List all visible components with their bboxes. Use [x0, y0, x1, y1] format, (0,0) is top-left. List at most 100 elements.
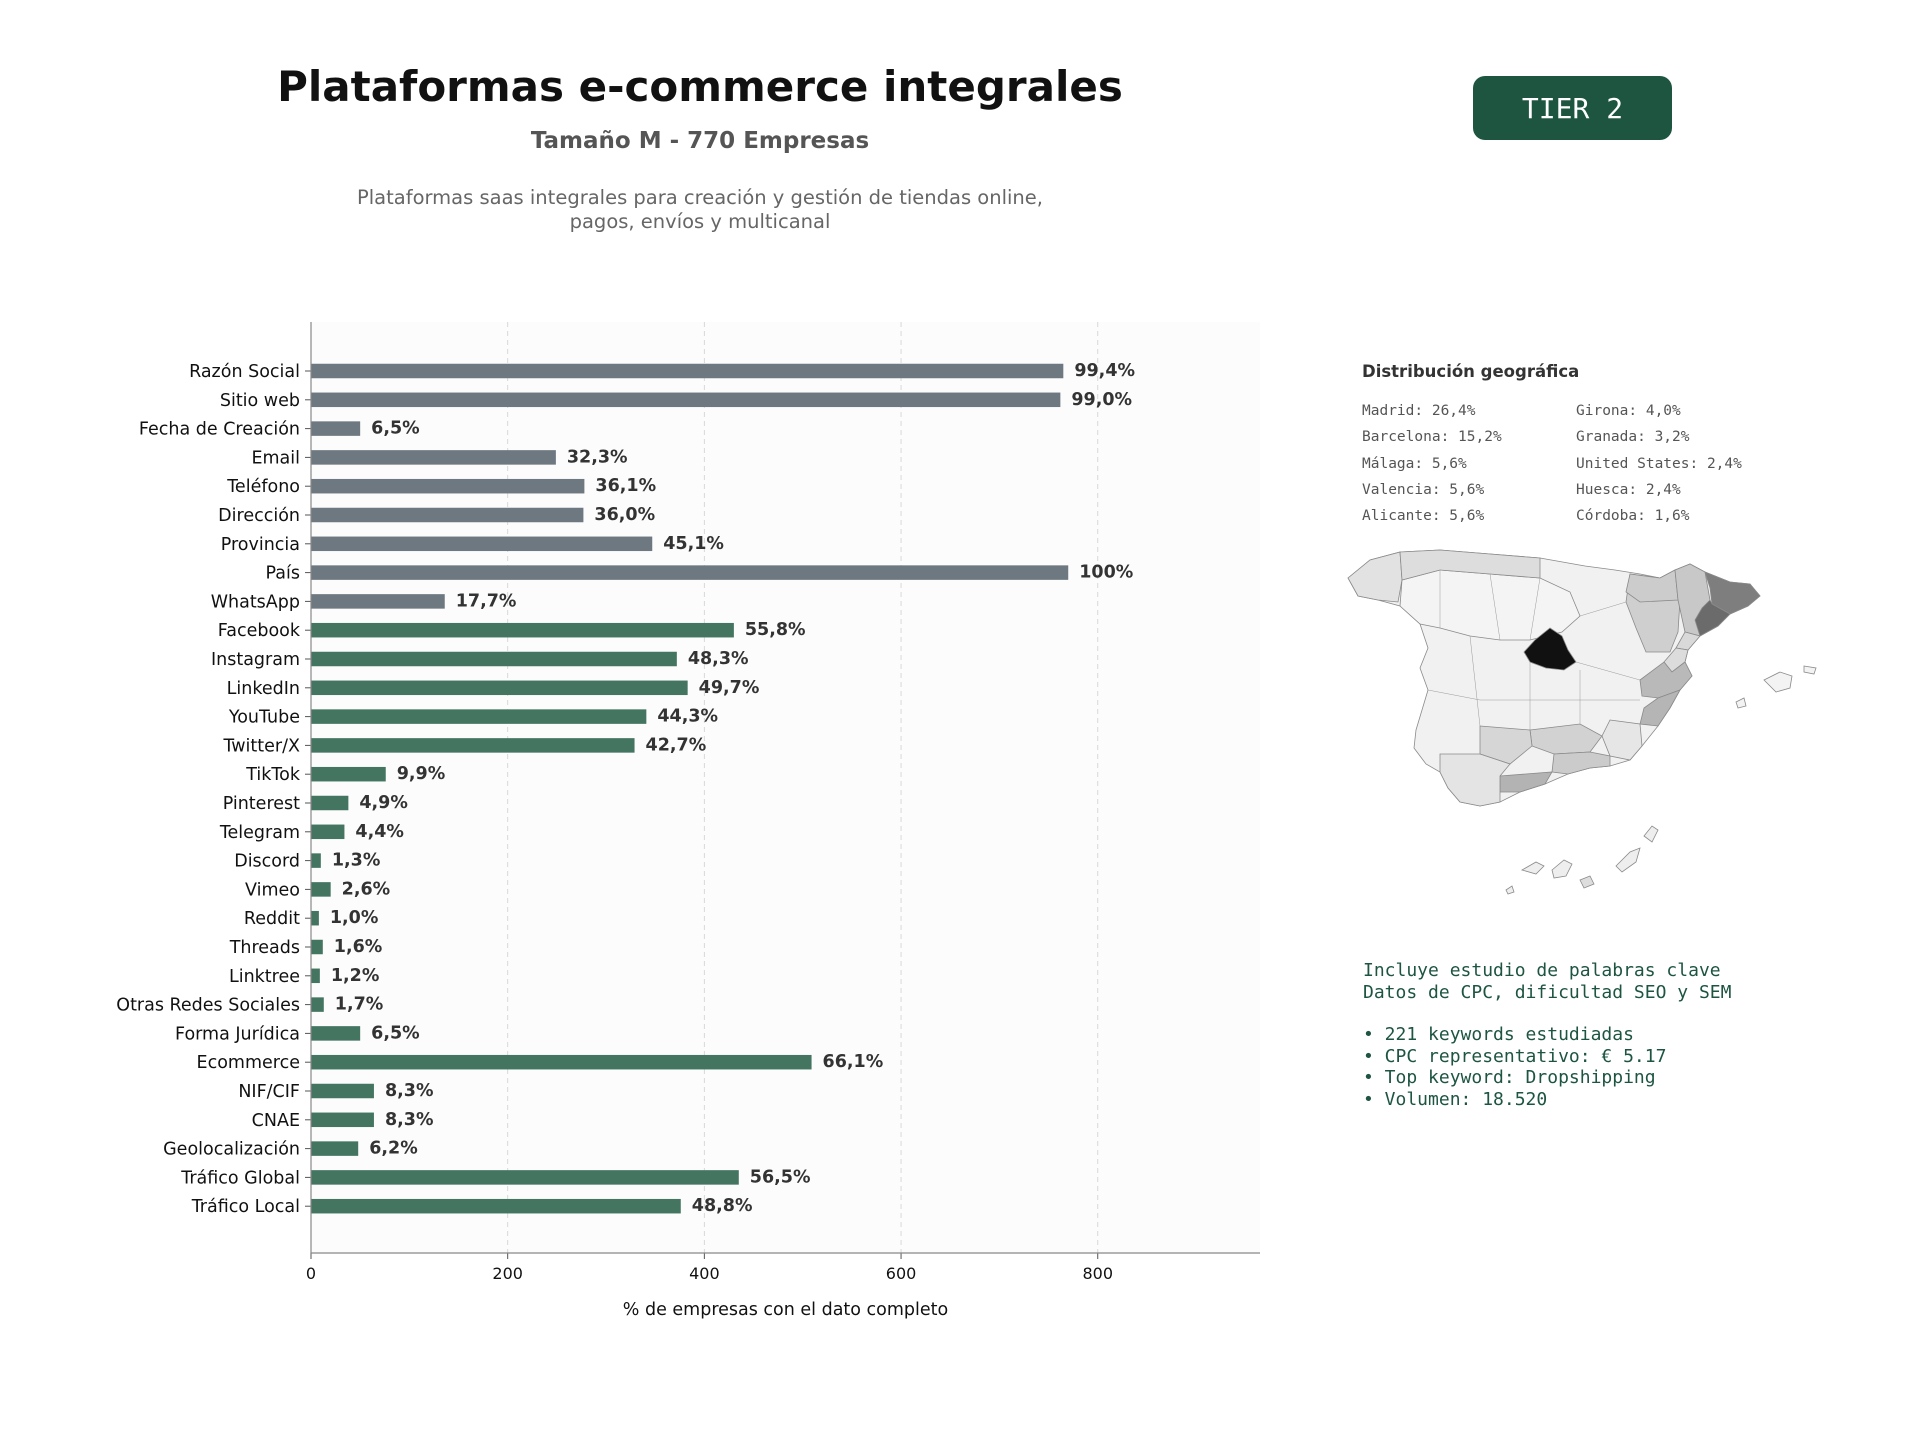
y-tick-label: Email [251, 448, 300, 468]
data-label: 17,7% [456, 591, 517, 611]
map-canarias-4 [1615, 847, 1641, 873]
bar [311, 968, 320, 984]
keyword-bullet-1: • 221 keywords estudiadas [1363, 1024, 1634, 1045]
map-madrid [1523, 627, 1577, 671]
bar [311, 507, 584, 523]
bar [311, 1198, 681, 1214]
map-canarias-6 [1505, 885, 1515, 895]
bar [311, 622, 734, 638]
data-label: 99,0% [1071, 390, 1132, 410]
data-label: 32,3% [567, 447, 628, 467]
y-tick-label: Tráfico Global [180, 1168, 300, 1188]
bar [311, 478, 585, 494]
bar [311, 651, 677, 667]
y-tick-label: YouTube [228, 708, 300, 728]
map-malaga [1499, 771, 1553, 793]
y-tick-label: Vimeo [245, 880, 300, 900]
map-canarias-1 [1520, 861, 1545, 875]
bar [311, 363, 1064, 379]
data-label: 55,8% [745, 620, 806, 640]
data-label: 9,9% [397, 764, 446, 784]
page-description: Plataformas saas integrales para creació… [0, 186, 1400, 234]
bar [311, 709, 647, 724]
bar [311, 766, 386, 782]
description-line-1: Plataformas saas integrales para creació… [356, 186, 1043, 209]
map-baleares-menorca [1803, 665, 1817, 675]
bar [311, 882, 331, 897]
geo-item: Madrid: 26,4% [1362, 403, 1476, 419]
data-label: 44,3% [657, 707, 718, 727]
y-tick-label: LinkedIn [227, 679, 300, 699]
keyword-bullet-4: • Volumen: 18.520 [1363, 1088, 1548, 1110]
map-valencia [1639, 661, 1693, 699]
y-tick-label: Reddit [244, 909, 300, 929]
bar [311, 392, 1061, 408]
map-sevilla-huelva [1439, 753, 1511, 807]
geo-list-column-2: Girona: 4,0% Granada: 3,2% United States: … [1576, 398, 1742, 529]
keyword-bullet-2: • CPC representativo: € 5.17 [1363, 1045, 1667, 1067]
y-tick-label: Otras Redes Sociales [116, 996, 300, 1016]
data-label: 48,3% [688, 649, 749, 669]
keyword-line-2: Datos de CPC, dificultad SEO y SEM [1363, 981, 1732, 1003]
y-tick-label: Threads [229, 938, 300, 958]
map-girona [1704, 571, 1761, 615]
data-label: 99,4% [1074, 361, 1135, 381]
y-tick-label: Geolocalización [163, 1140, 300, 1160]
map-barcelona [1694, 599, 1731, 637]
tier-badge: TIER 2 [1473, 76, 1672, 140]
geo-item: Alicante: 5,6% [1362, 508, 1485, 525]
bar [311, 680, 688, 696]
y-tick-label: Facebook [218, 621, 301, 641]
bar [311, 1170, 739, 1185]
map-baleares-mallorca [1763, 671, 1793, 693]
page-title: Plataformas e-commerce integrales [277, 62, 1123, 111]
bar [311, 594, 445, 609]
y-tick-label: Sitio web [220, 391, 300, 411]
data-label: 6,2% [369, 1139, 418, 1159]
y-tick-label: Pinterest [223, 794, 300, 814]
y-tick-label: Instagram [211, 650, 300, 670]
data-label: 1,0% [330, 908, 379, 928]
data-label: 36,0% [594, 505, 655, 525]
data-label: 66,1% [823, 1052, 884, 1072]
keyword-bullet-3: • Top keyword: Dropshipping [1363, 1067, 1656, 1088]
geo-item: Málaga: 5,6% [1362, 455, 1467, 472]
spain-choropleth-map [1347, 549, 1817, 895]
data-label: 42,7% [646, 735, 707, 755]
y-tick-label: Teléfono [226, 477, 300, 497]
data-label: 49,7% [699, 678, 760, 698]
y-tick-label: CNAE [252, 1111, 300, 1131]
bar [311, 795, 349, 811]
bar-chart: 0 200 400 600 800 Razón Social 99,4% Sitio web 9… [116, 322, 1260, 1320]
data-label: 1,6% [334, 937, 383, 957]
geo-item: Barcelona: 15,2% [1362, 429, 1502, 446]
data-label: 1,2% [331, 966, 380, 986]
bar [311, 536, 653, 552]
data-label: 36,1% [595, 476, 656, 496]
bar [311, 565, 1069, 580]
y-tick-label: Tráfico Local [191, 1197, 300, 1217]
geo-item: Granada: 3,2% [1576, 429, 1690, 446]
data-label: 1,7% [335, 995, 384, 1015]
data-label: 56,5% [750, 1167, 811, 1187]
geo-item: Huesca: 2,4% [1576, 481, 1681, 498]
plot-area [311, 322, 1260, 1253]
bar [311, 1141, 359, 1156]
x-tick-label: 200 [492, 1264, 523, 1283]
y-tick-label: Discord [234, 852, 300, 872]
geo-item: Valencia: 5,6% [1362, 481, 1485, 498]
bar [311, 1083, 374, 1099]
bar [311, 939, 323, 955]
geo-item: Córdoba: 1,6% [1576, 508, 1690, 525]
page-subtitle: Tamaño M - 770 Empresas [530, 128, 870, 154]
map-canarias-5 [1643, 825, 1659, 843]
data-label: 2,6% [342, 879, 391, 899]
bar [311, 1026, 361, 1041]
y-tick-label: Razón Social [189, 362, 300, 382]
bar [311, 738, 635, 753]
y-tick-label: NIF/CIF [238, 1082, 300, 1102]
geo-distribution-title: Distribución geográfica [1362, 362, 1580, 381]
data-label: 6,5% [371, 1023, 420, 1043]
x-axis-label: % de empresas con el dato completo [623, 1300, 948, 1320]
data-label: 4,4% [355, 822, 404, 842]
